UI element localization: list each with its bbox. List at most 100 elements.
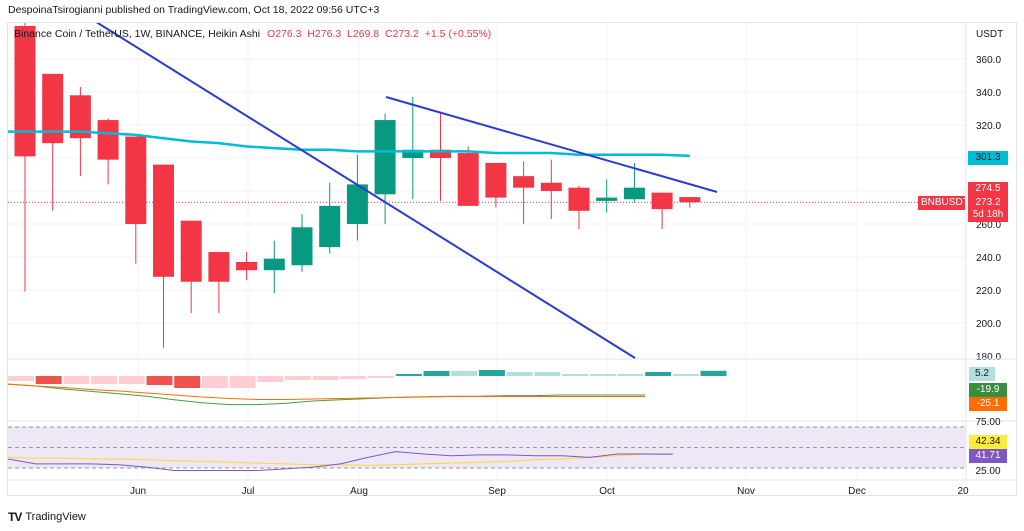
candle-body <box>208 252 230 282</box>
macd-histogram-bar <box>423 371 450 376</box>
candle-body <box>485 162 507 198</box>
candle-body <box>540 182 562 191</box>
price-tick: 180.0 <box>976 352 1001 363</box>
macd-histogram-bar <box>257 376 284 382</box>
symbol-tag: BNBUSDT <box>918 196 969 210</box>
candle-body <box>402 149 424 158</box>
macd-histogram-bar <box>368 376 395 378</box>
price-tick: 240.0 <box>976 253 1001 264</box>
macd-histogram-bar <box>589 374 616 376</box>
macd-histogram-bar <box>63 376 90 384</box>
macd-histogram-bar <box>534 372 561 376</box>
macd-histogram-bar <box>118 376 145 384</box>
close-label: C <box>385 28 393 40</box>
candle-body <box>69 95 91 139</box>
rsi-ma-line <box>7 453 673 467</box>
candle-body <box>457 153 479 206</box>
macd-histogram-bar <box>174 376 201 388</box>
symbol-description[interactable]: Binance Coin / TetherUS, 1W, BINANCE, He… <box>14 28 261 40</box>
macd-histogram-bar <box>395 374 422 376</box>
candle-body <box>263 258 285 271</box>
macd-histogram-bar <box>562 374 588 376</box>
macd-histogram-bar <box>672 374 699 376</box>
price-tick: 200.0 <box>976 319 1001 330</box>
macd-histogram-bar <box>645 372 672 376</box>
rsi-line <box>7 451 673 471</box>
rsi-upper-band-label: 75.00 <box>975 417 1001 428</box>
candle-body <box>374 120 396 195</box>
candle-body <box>679 197 701 203</box>
change-value: +1.5 (+0.55%) <box>424 28 492 40</box>
high-label: H <box>307 28 315 40</box>
signal-line <box>7 383 646 400</box>
macd-line-tag: -19.9 <box>969 383 1007 397</box>
macd-histogram-bar <box>146 376 173 385</box>
candle-body <box>319 205 341 248</box>
tradingview-logo-icon: TV <box>8 510 22 524</box>
macd-histogram-bar <box>340 376 367 379</box>
last-price-tag: 273.2 <box>968 196 1008 210</box>
candle-body <box>346 184 368 224</box>
price-tick: 260.0 <box>976 220 1001 231</box>
candle-body <box>430 149 451 158</box>
footer: TV TradingView <box>8 510 86 524</box>
time-axis-label: 20 <box>957 486 969 497</box>
rsi-ma-tag: 42.34 <box>969 435 1007 449</box>
upper-value-tag: 274.5 <box>968 182 1008 196</box>
macd-histogram-bar <box>91 376 118 384</box>
macd-line <box>7 383 646 406</box>
price-tick: 220.0 <box>976 286 1001 297</box>
countdown-tag: 5d 18h <box>968 208 1008 222</box>
candle-body <box>513 176 535 188</box>
candle-body <box>153 164 174 277</box>
candle-body <box>14 26 36 157</box>
currency-label: USDT <box>976 29 1003 40</box>
low-value: 269.8 <box>352 28 380 40</box>
macd-histogram-bar <box>451 371 478 376</box>
macd-histogram-tag: 5.2 <box>969 367 995 381</box>
ma-value-tag: 301.3 <box>968 151 1008 165</box>
candle-body <box>97 120 119 160</box>
signal-line-tag: -25.1 <box>969 397 1007 411</box>
candle-body <box>125 136 147 224</box>
macd-histogram-bar <box>229 376 256 388</box>
trendline <box>95 23 636 359</box>
macd-histogram-bar <box>506 372 533 376</box>
high-value: 276.3 <box>314 28 342 40</box>
time-axis-label: Nov <box>737 486 755 497</box>
time-axis-label: Aug <box>350 486 368 497</box>
candle-body <box>291 227 313 266</box>
macd-histogram-bar <box>8 376 34 381</box>
macd-histogram-bar <box>312 376 339 380</box>
rsi-lower-band-label: 25.00 <box>975 466 1001 477</box>
price-tick: 340.0 <box>976 88 1001 99</box>
chart-legend: Binance Coin / TetherUS, 1W, BINANCE, He… <box>14 28 491 40</box>
candles-group <box>8 23 966 359</box>
candle-body <box>596 197 618 201</box>
macd-histogram-bar <box>617 374 644 376</box>
publisher-line: DespoinaTsirogianni published on Trading… <box>8 4 380 16</box>
candle-body <box>568 187 590 211</box>
candle-body <box>42 73 64 144</box>
time-axis-label: Jul <box>241 486 255 497</box>
price-tick: 360.0 <box>976 55 1001 66</box>
moving-average-line <box>8 130 690 158</box>
candle-body <box>236 261 258 271</box>
time-axis-label: Oct <box>599 486 615 497</box>
time-axis-label: Sep <box>488 486 506 497</box>
candle-body <box>623 187 645 200</box>
candle-body <box>180 220 202 282</box>
trendline <box>385 96 718 193</box>
open-value: 276.3 <box>275 28 302 40</box>
macd-histogram-bar <box>478 370 505 376</box>
chart-frame <box>7 22 1017 496</box>
brand-name: TradingView <box>25 511 86 523</box>
low-label: L <box>347 28 353 40</box>
macd-histogram-bar <box>700 370 727 376</box>
macd-histogram-bar <box>201 376 228 388</box>
price-tick: 320.0 <box>976 121 1001 132</box>
rsi-value-tag: 41.71 <box>969 449 1007 463</box>
macd-histogram-bar <box>285 376 311 380</box>
time-axis-label: Jun <box>129 486 147 497</box>
